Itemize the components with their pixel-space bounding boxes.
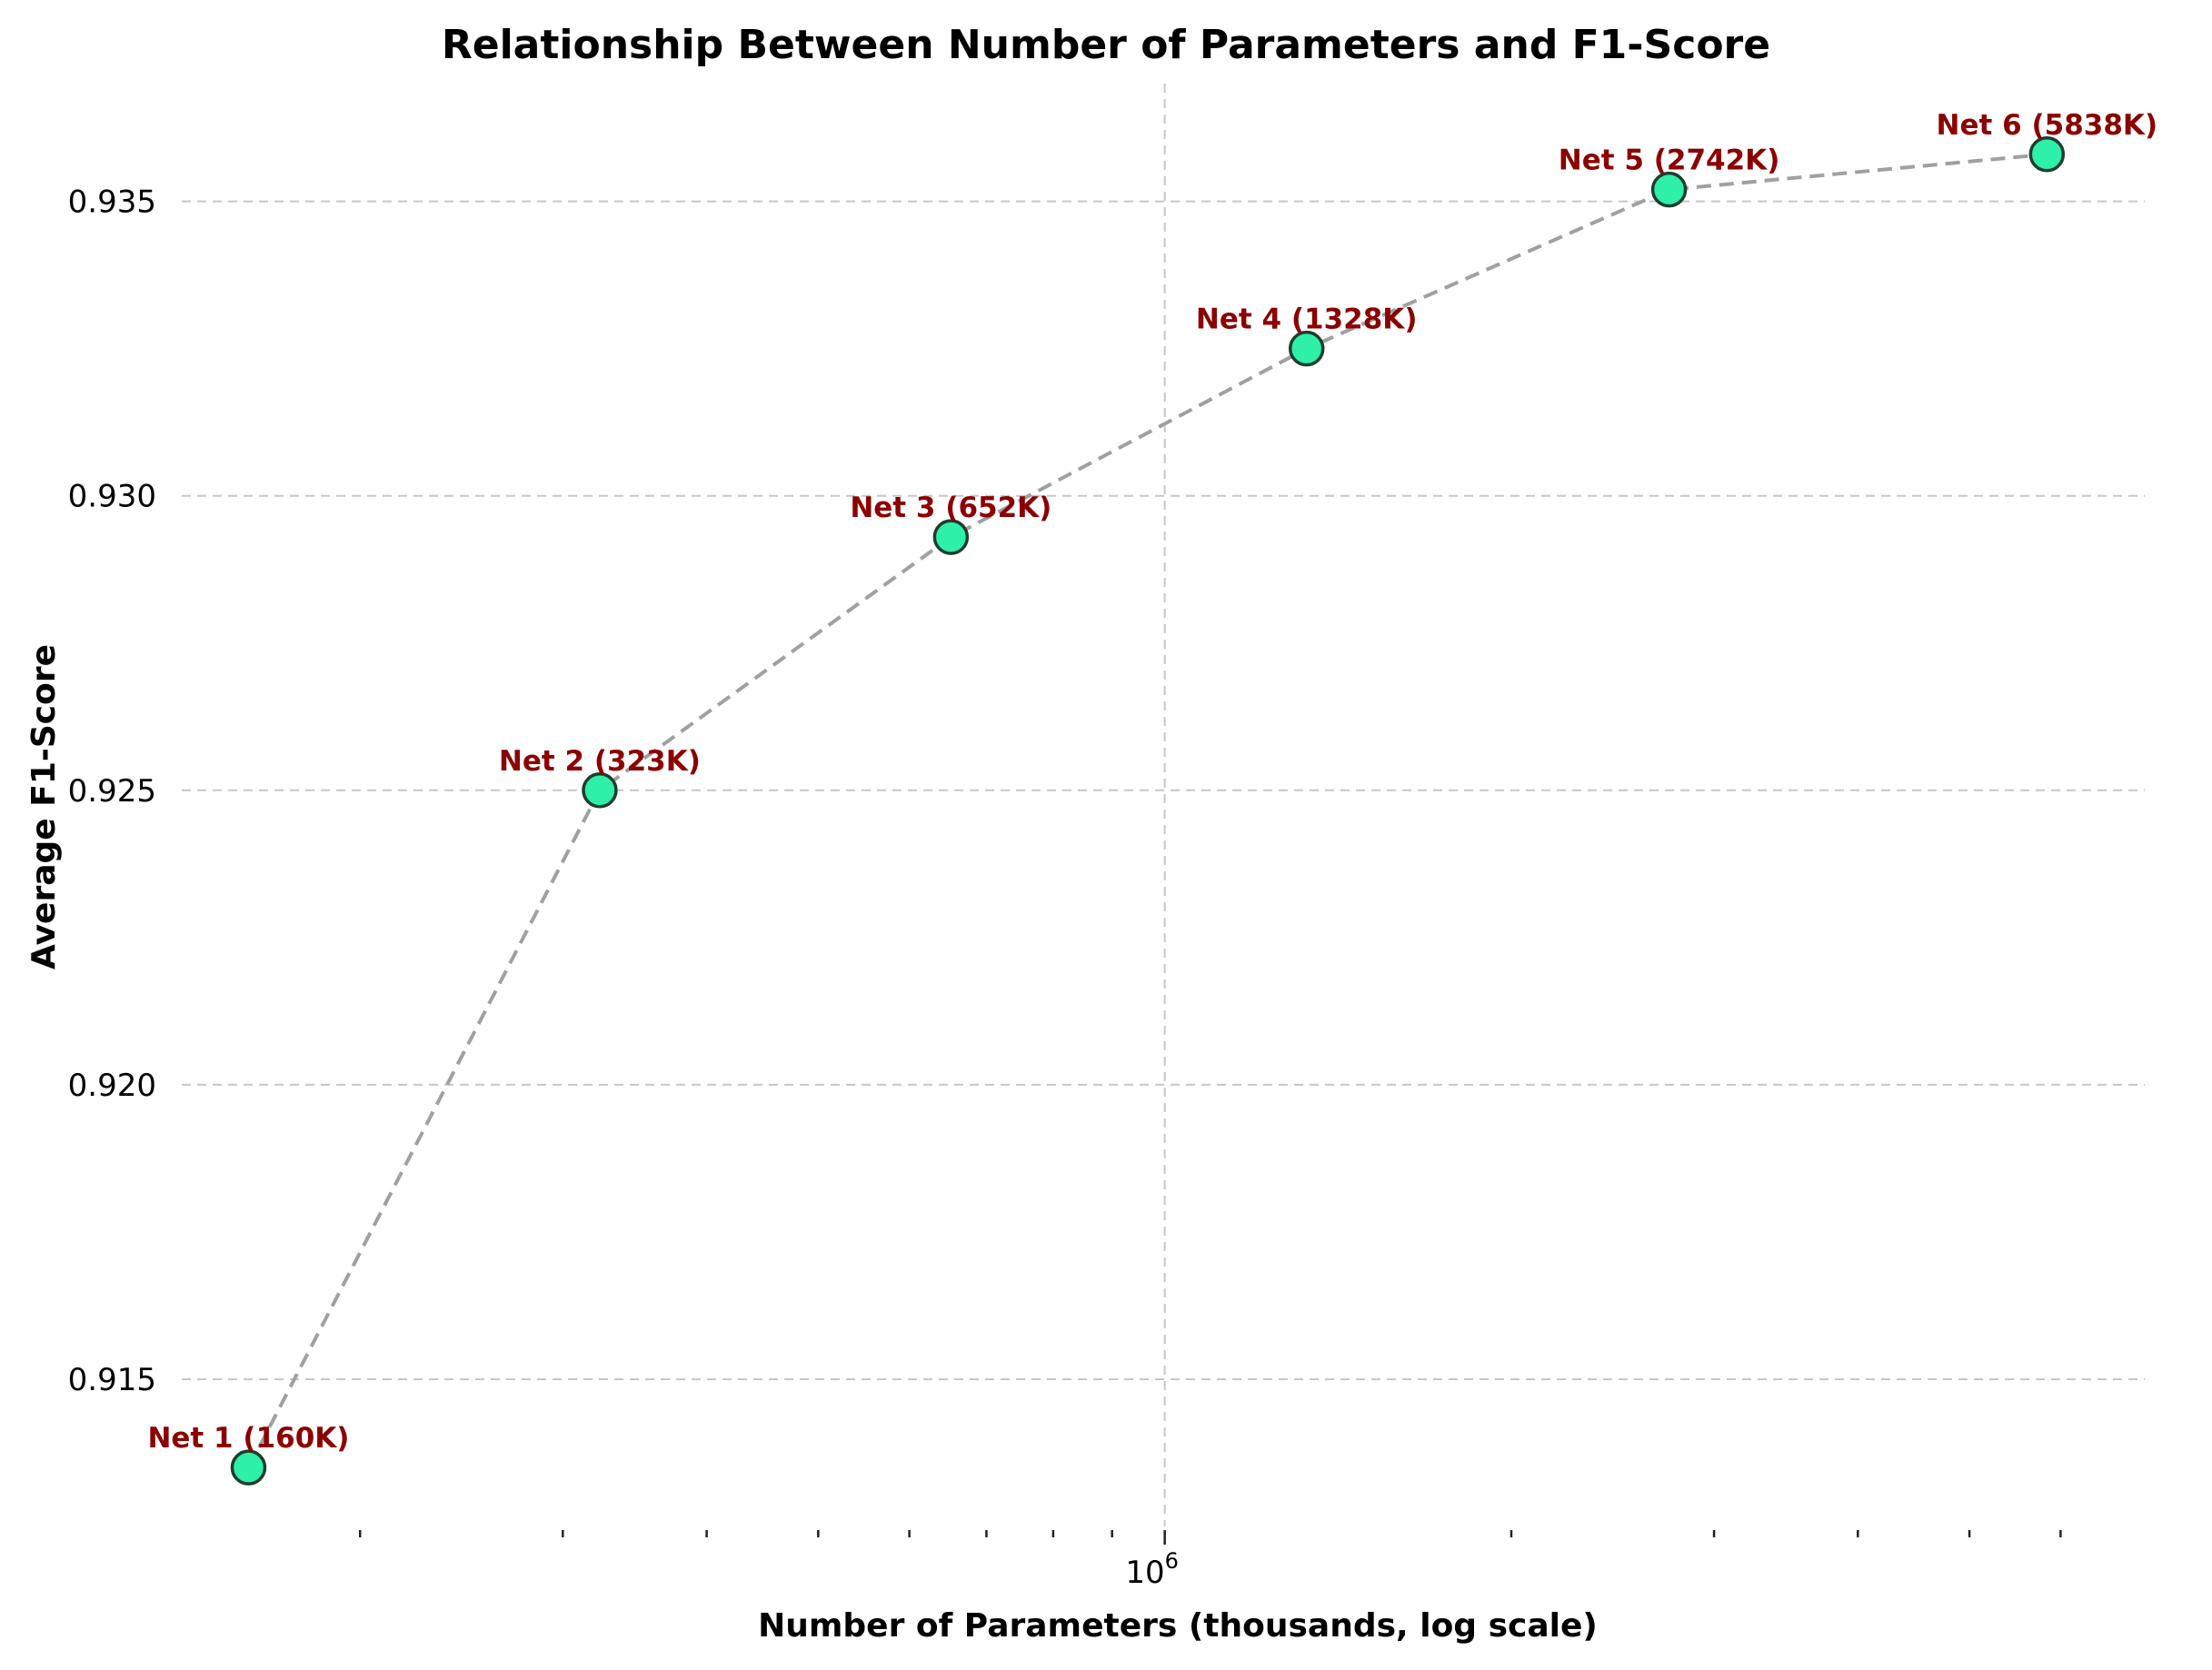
- x-tick-exponent: 6: [1165, 1548, 1179, 1574]
- data-point-label: Net 4 (1328K): [1196, 303, 1418, 336]
- data-point-label: Net 6 (5838K): [1937, 109, 2158, 142]
- grid-layer: [182, 84, 2145, 1526]
- data-point: [582, 772, 618, 809]
- label-layer: Net 1 (160K) Net 2 (323K) Net 3 (652K) Net …: [147, 109, 2157, 1455]
- y-tick-label: 0.925: [68, 773, 156, 810]
- chart-title: Relationship Between Number of Parameter…: [442, 22, 1770, 68]
- x-axis-label: Number of Parameters (thousands, log sca…: [758, 1607, 1598, 1645]
- y-tick-label: 0.920: [68, 1068, 156, 1104]
- data-point-label: Net 1 (160K): [147, 1422, 349, 1455]
- data-point: [230, 1449, 267, 1486]
- y-tick-label: 0.935: [68, 184, 156, 221]
- data-point-label: Net 3 (652K): [850, 492, 1051, 524]
- y-axis-label: Average F1-Score: [25, 644, 63, 969]
- point-layer: [230, 136, 2066, 1486]
- data-point: [1650, 171, 1688, 208]
- trend-line: [246, 152, 2048, 1469]
- data-point-label: Net 5 (2742K): [1559, 144, 1780, 177]
- tick-layer: 0.915 0.920 0.925 0.930 0.935 106: [68, 184, 2062, 1591]
- data-point-label: Net 2 (323K): [499, 745, 701, 778]
- x-tick-label: 106: [1125, 1548, 1179, 1591]
- data-point: [932, 519, 970, 555]
- y-tick-label: 0.915: [68, 1362, 156, 1398]
- data-point: [2028, 136, 2066, 173]
- data-point: [1288, 330, 1325, 367]
- y-tick-label: 0.930: [68, 479, 156, 515]
